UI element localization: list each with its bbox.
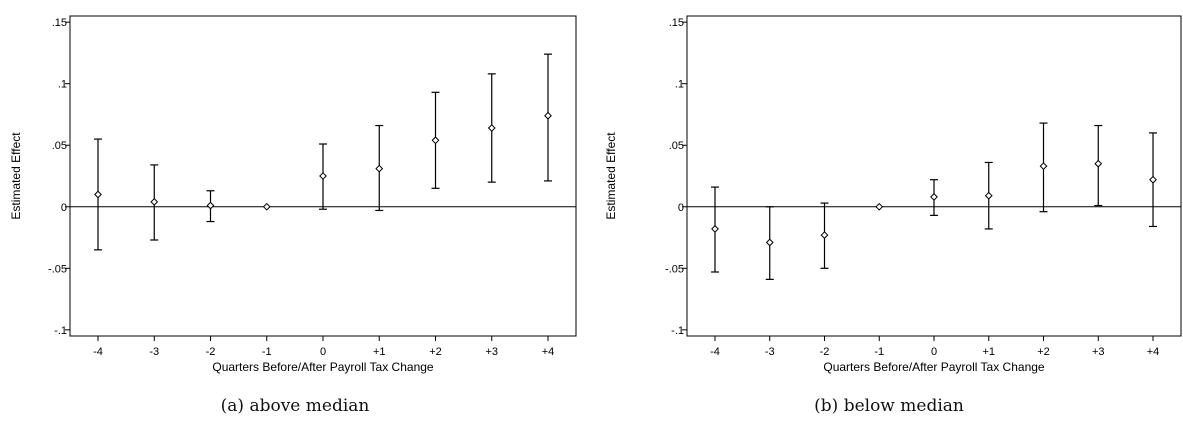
- x-tick-label: 0: [320, 346, 326, 358]
- y-axis-title: Estimated Effect: [9, 132, 23, 220]
- chart-caption: (a) above median: [220, 396, 370, 416]
- point-estimate-marker: [319, 172, 327, 180]
- y-tick-label: .05: [52, 140, 67, 152]
- x-tick-label: 0: [931, 346, 937, 358]
- chart-below-median: .15 .1 .05 0 -.05 -.1 -4 -3 -2 -1 0 +1 +2 +3 +4 Quarter…: [604, 15, 1182, 374]
- x-axis-title: Quarters Before/After Payroll Tax Change: [823, 360, 1045, 374]
- plot-frame: [686, 15, 1182, 337]
- x-tick-label: -1: [874, 346, 884, 358]
- point-estimate-marker: [711, 225, 719, 233]
- point-estimate-marker: [431, 136, 440, 145]
- y-tick-label: .05: [669, 140, 684, 152]
- point-estimate-marker: [1149, 175, 1157, 184]
- chart-panel-below-median: .15 .1 .05 0 -.05 -.1 -4 -3 -2 -1 0 +1 +2 +3 +4 Quarter…: [595, 0, 1183, 443]
- point-estimate-marker: [984, 191, 993, 200]
- x-tick-label: +2: [429, 346, 442, 358]
- x-tick-label: -3: [765, 346, 775, 358]
- x-tick-label: +4: [1147, 346, 1160, 358]
- point-estimate-marker: [150, 197, 159, 206]
- y-tick-label: .15: [669, 17, 684, 29]
- y-tick-label: -.1: [671, 325, 684, 337]
- point-estimate-marker: [1094, 159, 1103, 168]
- point-estimate-marker: [1039, 162, 1048, 171]
- chart-above-median: .15 .1 .05 0 -.05 -.1 -4 -3 -2 -1 0 +1 +2 +3 +4 Quarter…: [9, 15, 577, 374]
- y-tick-label: -.05: [665, 263, 684, 275]
- x-tick-label: -2: [206, 346, 216, 358]
- point-estimate-marker: [544, 111, 552, 120]
- x-tick-label: +4: [542, 346, 555, 358]
- y-tick-label: -.05: [48, 263, 67, 275]
- point-estimate-marker: [875, 202, 884, 211]
- x-tick-label: +3: [485, 346, 498, 358]
- point-estimate-marker: [930, 193, 938, 201]
- x-tick-label: -4: [93, 346, 103, 358]
- y-tick-label: -.1: [54, 325, 67, 337]
- x-axis-title: Quarters Before/After Payroll Tax Change: [212, 360, 434, 374]
- x-tick-label: +3: [1092, 346, 1105, 358]
- x-tick-label: +1: [373, 346, 386, 358]
- point-estimate-marker: [487, 124, 496, 132]
- x-tick-label: +2: [1037, 346, 1050, 358]
- point-estimate-marker: [94, 190, 102, 199]
- x-tick-label: -3: [149, 346, 159, 358]
- x-tick-label: +1: [982, 346, 995, 358]
- point-estimate-marker: [206, 201, 215, 210]
- y-tick-label: .1: [58, 79, 67, 91]
- y-tick-label: 0: [61, 202, 67, 214]
- x-tick-label: -1: [262, 346, 272, 358]
- chart-panel-above-median: .15 .1 .05 0 -.05 -.1 -4 -3 -2 -1 0 +1 +2 +3 +4 Quarter…: [0, 0, 590, 443]
- chart-caption: (b) below median: [814, 396, 964, 416]
- y-tick-label: .1: [675, 79, 684, 91]
- point-estimate-marker: [375, 164, 384, 173]
- y-tick-label: .15: [52, 17, 67, 29]
- x-tick-label: -2: [820, 346, 830, 358]
- point-estimate-marker: [262, 202, 271, 211]
- point-estimate-marker: [765, 238, 774, 247]
- point-estimate-marker: [820, 231, 829, 239]
- y-axis-title: Estimated Effect: [604, 132, 618, 220]
- x-tick-label: -4: [710, 346, 720, 358]
- y-tick-label: 0: [678, 202, 684, 214]
